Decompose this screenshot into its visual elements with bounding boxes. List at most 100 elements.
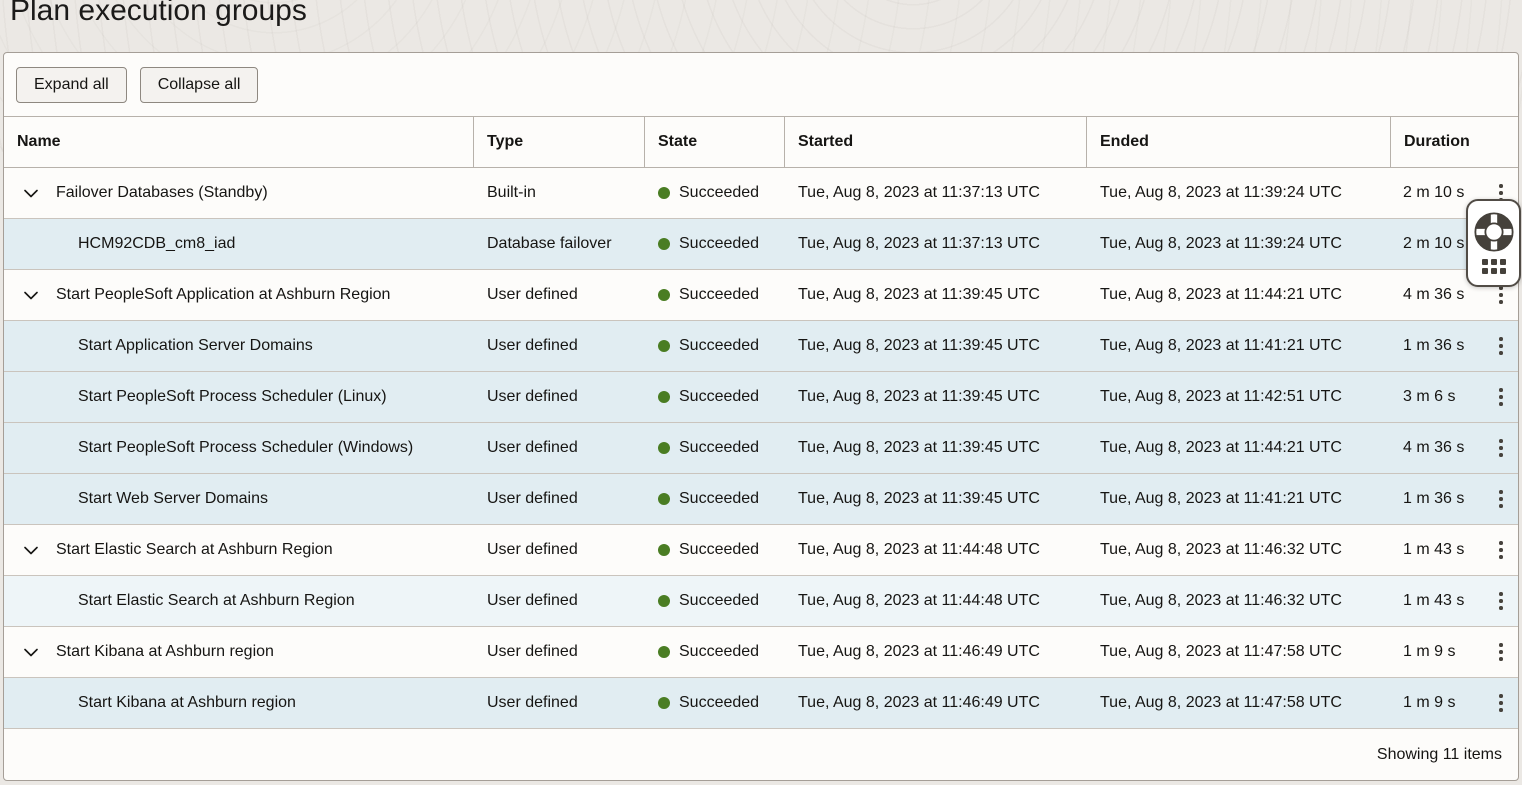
table-header: Name Type State Started Ended Duration — [4, 117, 1518, 168]
state-dot-icon — [658, 187, 670, 199]
table-row: Start Kibana at Ashburn region User defi… — [4, 678, 1518, 729]
table-row: Failover Databases (Standby) Built-in Su… — [4, 168, 1518, 219]
row-ended: Tue, Aug 8, 2023 at 11:46:32 UTC — [1100, 541, 1342, 558]
column-header-state: State — [645, 117, 785, 167]
kebab-menu-icon[interactable] — [1488, 633, 1514, 671]
row-ended: Tue, Aug 8, 2023 at 11:44:21 UTC — [1100, 439, 1342, 456]
row-type: User defined — [487, 592, 578, 609]
row-ended: Tue, Aug 8, 2023 at 11:46:32 UTC — [1100, 592, 1342, 609]
kebab-menu-icon[interactable] — [1488, 327, 1514, 365]
table-row: HCM92CDB_cm8_iad Database failover Succe… — [4, 219, 1518, 270]
row-started: Tue, Aug 8, 2023 at 11:39:45 UTC — [798, 490, 1040, 507]
row-type: User defined — [487, 643, 578, 660]
row-type: User defined — [487, 490, 578, 507]
row-duration: 1 m 43 s — [1403, 541, 1465, 558]
kebab-menu-icon[interactable] — [1488, 276, 1514, 314]
row-ended: Tue, Aug 8, 2023 at 11:44:21 UTC — [1100, 286, 1342, 303]
table-row: Start Application Server Domains User de… — [4, 321, 1518, 372]
row-name: Start PeopleSoft Application at Ashburn … — [56, 286, 391, 303]
row-duration: 4 m 36 s — [1403, 439, 1465, 456]
row-name: Start Kibana at Ashburn region — [56, 643, 274, 660]
kebab-menu-icon[interactable] — [1488, 684, 1514, 722]
row-name: Start Elastic Search at Ashburn Region — [78, 592, 355, 609]
kebab-menu-icon[interactable] — [1488, 531, 1514, 569]
state-dot-icon — [658, 289, 670, 301]
row-type: User defined — [487, 286, 578, 303]
row-ended: Tue, Aug 8, 2023 at 11:47:58 UTC — [1100, 643, 1342, 660]
kebab-menu-icon[interactable] — [1488, 378, 1514, 416]
row-ended: Tue, Aug 8, 2023 at 11:41:21 UTC — [1100, 337, 1342, 354]
collapse-all-button[interactable]: Collapse all — [139, 66, 259, 103]
row-state: Succeeded — [679, 694, 760, 711]
row-duration: 1 m 43 s — [1403, 592, 1465, 609]
state-dot-icon — [658, 391, 670, 403]
plan-execution-groups-panel: Expand all Collapse all Name Type State … — [3, 52, 1519, 781]
row-started: Tue, Aug 8, 2023 at 11:44:48 UTC — [798, 592, 1040, 609]
row-started: Tue, Aug 8, 2023 at 11:46:49 UTC — [798, 694, 1040, 711]
row-duration: 1 m 36 s — [1403, 490, 1465, 507]
page-title: Plan execution groups — [10, 0, 307, 27]
kebab-menu-icon[interactable] — [1488, 429, 1514, 467]
row-ended: Tue, Aug 8, 2023 at 11:42:51 UTC — [1100, 388, 1342, 405]
row-state: Succeeded — [679, 439, 760, 456]
row-name: Start Web Server Domains — [78, 490, 268, 507]
grid-handle-icon[interactable] — [1481, 259, 1506, 274]
row-started: Tue, Aug 8, 2023 at 11:44:48 UTC — [798, 541, 1040, 558]
row-name: Start PeopleSoft Process Scheduler (Linu… — [78, 388, 387, 405]
row-started: Tue, Aug 8, 2023 at 11:37:13 UTC — [798, 235, 1040, 252]
row-duration: 1 m 9 s — [1403, 694, 1456, 711]
row-state: Succeeded — [679, 643, 760, 660]
state-dot-icon — [658, 646, 670, 658]
chevron-down-icon — [24, 291, 38, 300]
row-expand-chevron[interactable] — [12, 633, 50, 671]
state-dot-icon — [658, 238, 670, 250]
table-body: Failover Databases (Standby) Built-in Su… — [4, 168, 1518, 729]
column-header-type: Type — [474, 117, 645, 167]
row-state: Succeeded — [679, 235, 760, 252]
table-row: Start Web Server Domains User defined Su… — [4, 474, 1518, 525]
state-dot-icon — [658, 544, 670, 556]
column-header-duration: Duration — [1391, 117, 1518, 167]
row-ended: Tue, Aug 8, 2023 at 11:41:21 UTC — [1100, 490, 1342, 507]
table-footer: Showing 11 items — [4, 729, 1518, 780]
help-widget[interactable] — [1466, 199, 1521, 287]
column-header-started: Started — [785, 117, 1087, 167]
table-row: Start Elastic Search at Ashburn Region U… — [4, 525, 1518, 576]
row-expand-chevron[interactable] — [12, 174, 50, 212]
row-state: Succeeded — [679, 592, 760, 609]
table-row: Start Elastic Search at Ashburn Region U… — [4, 576, 1518, 627]
life-ring-icon[interactable] — [1473, 212, 1514, 252]
state-dot-icon — [658, 340, 670, 352]
expand-all-button[interactable]: Expand all — [16, 66, 127, 103]
chevron-down-icon — [24, 648, 38, 657]
row-duration: 1 m 9 s — [1403, 643, 1456, 660]
row-type: User defined — [487, 337, 578, 354]
row-type: User defined — [487, 439, 578, 456]
kebab-menu-icon[interactable] — [1488, 480, 1514, 518]
state-dot-icon — [658, 697, 670, 709]
row-ended: Tue, Aug 8, 2023 at 11:39:24 UTC — [1100, 184, 1342, 201]
chevron-down-icon — [24, 546, 38, 555]
row-started: Tue, Aug 8, 2023 at 11:46:49 UTC — [798, 643, 1040, 660]
state-dot-icon — [658, 595, 670, 607]
row-type: User defined — [487, 388, 578, 405]
row-expand-chevron[interactable] — [12, 531, 50, 569]
showing-items-label: Showing 11 items — [1376, 745, 1502, 763]
row-name: Start Kibana at Ashburn region — [78, 694, 296, 711]
kebab-menu-icon[interactable] — [1488, 582, 1514, 620]
table-row: Start PeopleSoft Process Scheduler (Linu… — [4, 372, 1518, 423]
row-state: Succeeded — [679, 337, 760, 354]
row-name: Failover Databases (Standby) — [56, 184, 268, 201]
row-duration: 1 m 36 s — [1403, 337, 1465, 354]
row-name: Start Elastic Search at Ashburn Region — [56, 541, 333, 558]
row-type: Built-in — [487, 184, 536, 201]
column-header-name: Name — [4, 117, 474, 167]
row-state: Succeeded — [679, 184, 760, 201]
row-ended: Tue, Aug 8, 2023 at 11:39:24 UTC — [1100, 235, 1342, 252]
chevron-down-icon — [24, 189, 38, 198]
column-header-ended: Ended — [1087, 117, 1391, 167]
row-started: Tue, Aug 8, 2023 at 11:39:45 UTC — [798, 286, 1040, 303]
row-type: User defined — [487, 541, 578, 558]
row-name: Start Application Server Domains — [78, 337, 313, 354]
row-expand-chevron[interactable] — [12, 276, 50, 314]
